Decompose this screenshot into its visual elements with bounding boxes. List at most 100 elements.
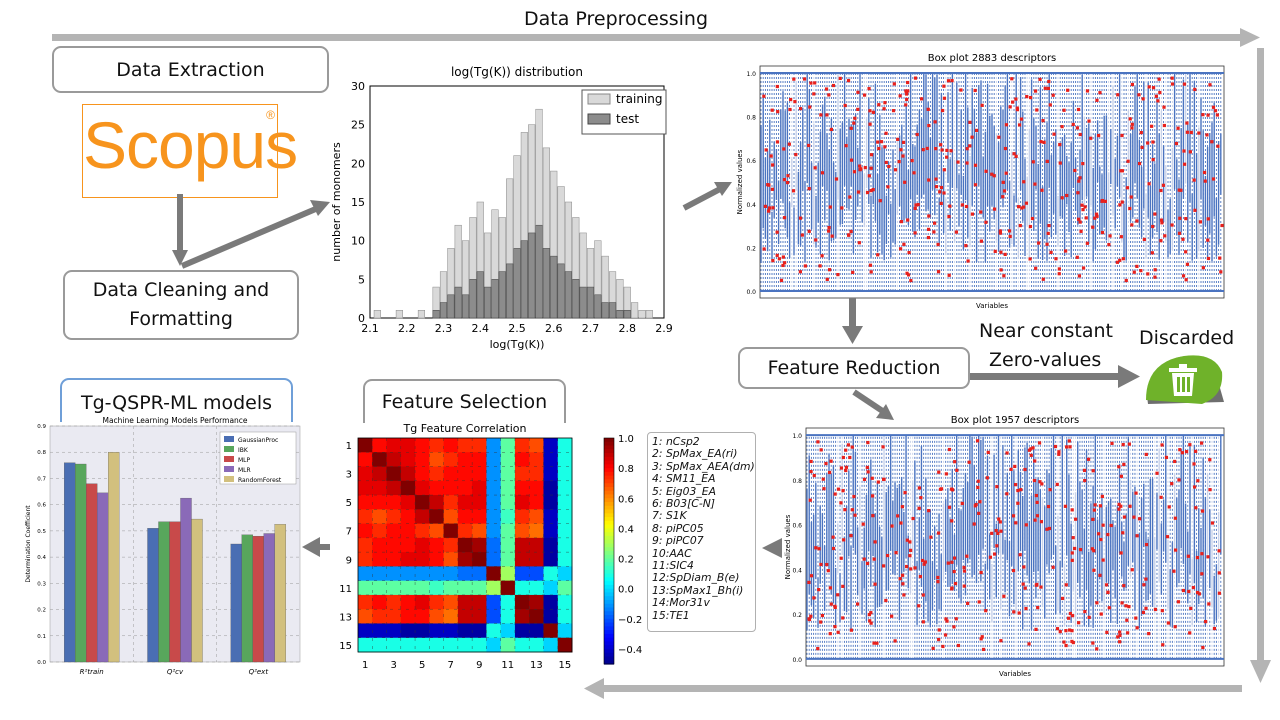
bp2-outlier bbox=[885, 553, 890, 558]
bp1-outlier bbox=[1083, 205, 1087, 209]
hist-legend-training: training bbox=[616, 92, 663, 106]
bp1-outlier bbox=[891, 109, 896, 113]
bp2-outlier bbox=[849, 628, 854, 632]
heatmap-cell bbox=[514, 537, 530, 553]
hist-xtick: 2.2 bbox=[398, 322, 416, 335]
bp1-outlier bbox=[999, 250, 1003, 254]
bp1-outlier bbox=[904, 103, 908, 107]
hist-bar-test bbox=[586, 286, 595, 319]
colorbar-step bbox=[604, 630, 614, 635]
heatmap-cell bbox=[472, 552, 487, 567]
bp2-outlier bbox=[1019, 488, 1023, 492]
bp2-outlier bbox=[828, 632, 832, 636]
heatmap-cell bbox=[443, 523, 459, 539]
bp2-outlier bbox=[1055, 627, 1060, 631]
bp2-outlier bbox=[1135, 534, 1139, 538]
bp2-outlier bbox=[1068, 611, 1073, 616]
bp2-outlier bbox=[977, 511, 981, 515]
bp2-outlier bbox=[1071, 536, 1075, 540]
bp2-outlier bbox=[1135, 626, 1139, 630]
bp2-outlier bbox=[1117, 507, 1121, 511]
heatmap-cell bbox=[557, 480, 573, 496]
bp2-outlier bbox=[876, 480, 880, 484]
bp2-outlier bbox=[1016, 488, 1020, 493]
bp2-outlier bbox=[1104, 583, 1109, 587]
heatmap-cell bbox=[443, 509, 459, 525]
heatmap-cell bbox=[529, 466, 544, 482]
bp1-outlier bbox=[1028, 257, 1032, 261]
bp1-outlier bbox=[899, 220, 904, 224]
bp2-outlier bbox=[1101, 523, 1105, 527]
bp1-outlier bbox=[1089, 136, 1093, 140]
bp2-outlier bbox=[1119, 474, 1123, 478]
colorbar-step bbox=[604, 622, 614, 627]
hist-bar-test bbox=[506, 263, 514, 319]
feature-item: 9: piPC07 bbox=[652, 534, 704, 548]
bp2-outlier bbox=[869, 621, 873, 625]
heatmap-cell bbox=[415, 452, 430, 468]
bp1-outlier bbox=[1058, 142, 1062, 147]
colorbar-step bbox=[604, 471, 614, 477]
bp1-outlier bbox=[1176, 126, 1180, 130]
bp1-outlier bbox=[862, 93, 867, 97]
feature-item: 12:SpDiam_B(e) bbox=[652, 571, 740, 585]
bp2-outlier bbox=[1128, 504, 1132, 508]
colorbar-step bbox=[604, 509, 614, 514]
bp2-outlier bbox=[1118, 630, 1122, 634]
heatmap-cell bbox=[529, 537, 544, 553]
hist-bar-test bbox=[535, 224, 543, 319]
bp1-outlier bbox=[1185, 121, 1189, 125]
heatmap-cell bbox=[358, 466, 373, 482]
bp2-outlier bbox=[1167, 505, 1171, 509]
bp1-outlier bbox=[1120, 169, 1125, 173]
scopus-word: Scopus bbox=[83, 108, 298, 182]
bp1-outlier bbox=[1219, 270, 1223, 274]
colorbar-tick: 1.0 bbox=[618, 434, 634, 445]
top-flow-arrow bbox=[52, 28, 1260, 47]
bp1-outlier bbox=[1018, 223, 1022, 228]
bp2-outlier bbox=[1122, 515, 1127, 519]
bp2-outlier bbox=[951, 488, 955, 492]
bp1-outlier bbox=[1182, 162, 1187, 166]
bp1-outlier bbox=[1060, 196, 1064, 200]
bp2-outlier bbox=[922, 562, 926, 566]
bp1-outlier bbox=[1012, 152, 1016, 156]
bp1-outlier bbox=[779, 278, 784, 282]
discarded-label: Discarded bbox=[1139, 327, 1235, 349]
heatmap-cell bbox=[372, 509, 388, 525]
bp1-outlier bbox=[782, 178, 787, 182]
bp2-outlier bbox=[1159, 495, 1163, 499]
bp1-outlier bbox=[787, 142, 791, 146]
heatmap-cell bbox=[358, 480, 373, 496]
bp1-outlier bbox=[903, 180, 907, 184]
bp2-outlier bbox=[1070, 558, 1074, 562]
bp2-outlier bbox=[1122, 462, 1126, 467]
bp2-outlier bbox=[1035, 582, 1039, 587]
bp1-outlier bbox=[1071, 122, 1075, 127]
bp2-outlier bbox=[809, 574, 814, 578]
heatmap-cell bbox=[358, 452, 373, 468]
bp2-outlier bbox=[1035, 514, 1040, 518]
bp2-outlier bbox=[1189, 606, 1193, 610]
bp1-outlier bbox=[992, 174, 996, 178]
bp1-outlier bbox=[1045, 159, 1049, 164]
hist-legend-swatch-training bbox=[587, 93, 611, 105]
bp1-outlier bbox=[1033, 89, 1038, 93]
bp1-outlier bbox=[898, 247, 903, 251]
bp1-outlier bbox=[1004, 123, 1009, 127]
bp1-outlier bbox=[906, 273, 911, 277]
bp1-ylabel: Normalized values bbox=[736, 149, 744, 214]
bp1-outlier bbox=[1142, 237, 1146, 242]
bp1-outlier bbox=[867, 174, 871, 178]
heatmap-cell bbox=[429, 466, 445, 482]
bp2-outlier bbox=[872, 557, 876, 561]
bp2-outlier bbox=[1208, 488, 1212, 492]
heatmap-cell bbox=[429, 480, 445, 496]
bp1-outlier bbox=[828, 205, 832, 209]
bp1-outlier bbox=[851, 270, 855, 274]
bp1-outlier bbox=[878, 199, 882, 203]
colorbar-step bbox=[604, 573, 614, 578]
bp1-outlier bbox=[1048, 103, 1052, 107]
bp2-outlier bbox=[980, 635, 984, 639]
bp2-outlier bbox=[1137, 517, 1142, 521]
